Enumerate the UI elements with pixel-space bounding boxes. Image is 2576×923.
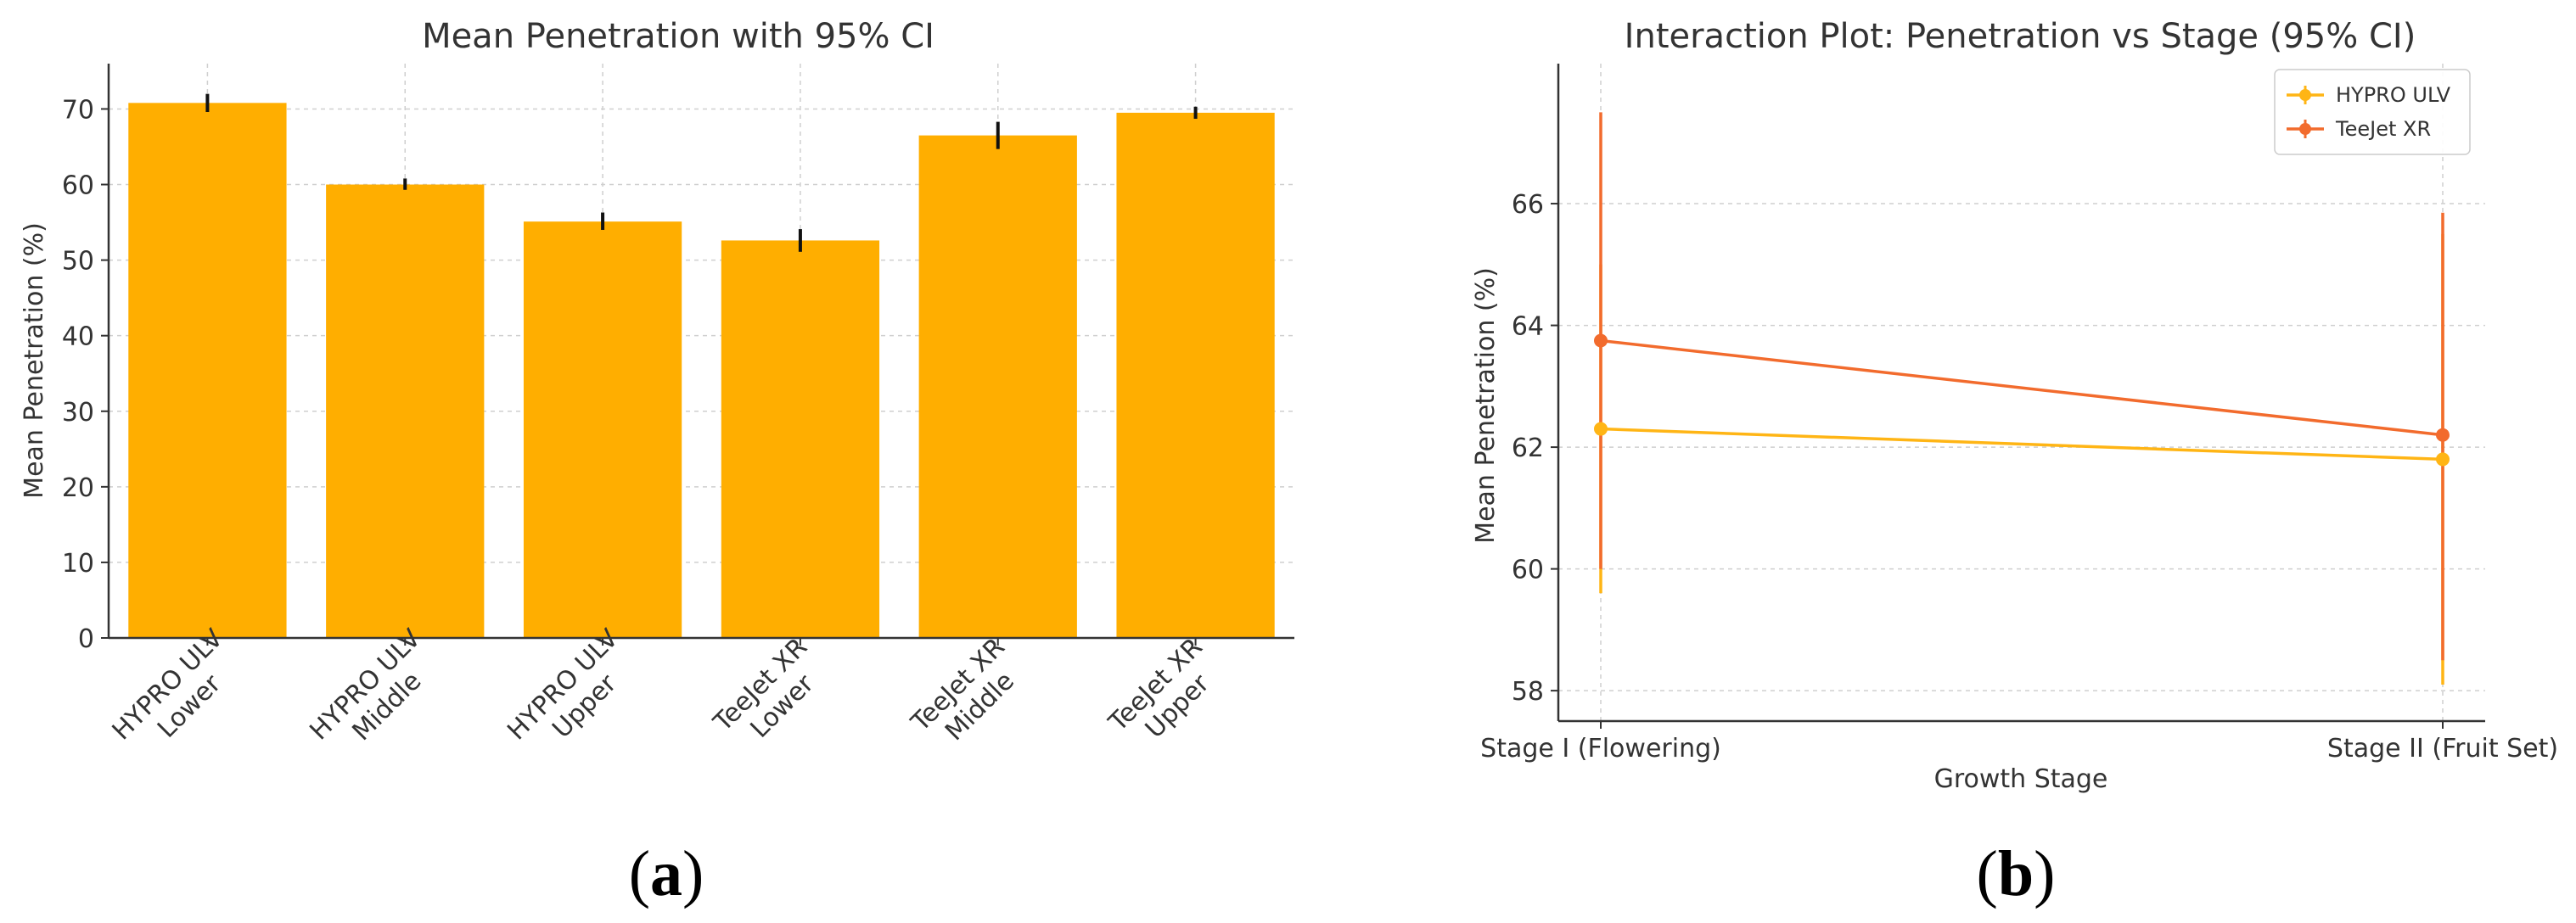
y-tick-label: 64 [1512,312,1544,342]
bar [523,221,682,638]
panel-a-bar-chart: Mean Penetration with 95% CI 0 10 20 30 40 50… [20,17,1294,909]
chart-b-axes [1551,64,2485,729]
x-tick-label: Stage II (Fruit Set) [2327,734,2558,764]
bar [918,135,1077,638]
bar [128,103,287,639]
legend-label: TeeJet XR [2335,117,2431,141]
y-tick-label: 70 [62,95,94,125]
x-tick-label: Stage I (Flowering) [1480,734,1721,764]
y-tick-label: 66 [1512,190,1544,220]
panel-a-label-close: ) [682,838,704,909]
y-tick-label: 30 [62,398,94,428]
panel-b-label: (b) [1977,838,2056,909]
chart-a-error-bars [205,93,1198,252]
bar [1116,112,1275,639]
panel-a-label: (a) [629,838,704,909]
panel-b-line-chart: Interaction Plot: Penetration vs Stage (… [1471,17,2558,909]
data-point [1594,422,1608,436]
legend-label: HYPRO ULV [2336,83,2451,107]
panel-b-label-letter: b [1998,838,2034,909]
chart-b-grid [1558,64,2485,721]
chart-b-legend: HYPRO ULV TeeJet XR [2274,69,2471,155]
data-point [1594,333,1608,348]
chart-b-y-tick-labels: 58 60 62 64 66 [1512,190,1544,707]
y-tick-label: 0 [78,624,94,654]
legend-marker [2299,89,2311,101]
chart-b-x-tick-labels: Stage I (Flowering) Stage II (Fruit Set) [1480,734,2558,764]
bar [721,240,880,638]
y-tick-label: 20 [62,473,94,503]
data-point [2436,452,2450,467]
legend-marker [2299,123,2311,135]
panel-a-label-letter: a [650,838,682,909]
data-point [2436,428,2450,442]
y-tick-label: 10 [62,549,94,579]
chart-b-x-axis-label: Growth Stage [1934,764,2108,794]
y-tick-label: 62 [1512,434,1544,463]
chart-b-y-axis-label: Mean Penetration (%) [1471,267,1501,544]
chart-a-title: Mean Penetration with 95% CI [422,17,934,56]
chart-b-title: Interaction Plot: Penetration vs Stage (… [1625,17,2416,56]
y-tick-label: 50 [62,247,94,277]
legend-entry: HYPRO ULV [2287,83,2451,107]
chart-b-series-lines [1600,338,2444,462]
series-line [1600,427,2444,462]
legend-box [2274,69,2471,155]
panel-b-label-open: ( [1977,838,1998,909]
bar [326,184,485,639]
chart-b-points [1594,333,2450,467]
chart-a-bars [128,103,1275,639]
chart-a-y-tick-labels: 0 10 20 30 40 50 60 70 [62,95,94,654]
chart-a-y-axis-label: Mean Penetration (%) [20,222,49,499]
series-line [1600,338,2444,437]
y-tick-label: 40 [62,322,94,352]
y-tick-label: 58 [1512,677,1544,707]
legend-entry: TeeJet XR [2287,117,2431,141]
chart-b-error-bars [1599,112,2444,685]
panel-b-label-close: ) [2034,838,2055,909]
y-tick-label: 60 [1512,556,1544,585]
panel-a-label-open: ( [629,838,650,909]
chart-a-axes [101,64,1294,646]
y-tick-label: 60 [62,171,94,201]
